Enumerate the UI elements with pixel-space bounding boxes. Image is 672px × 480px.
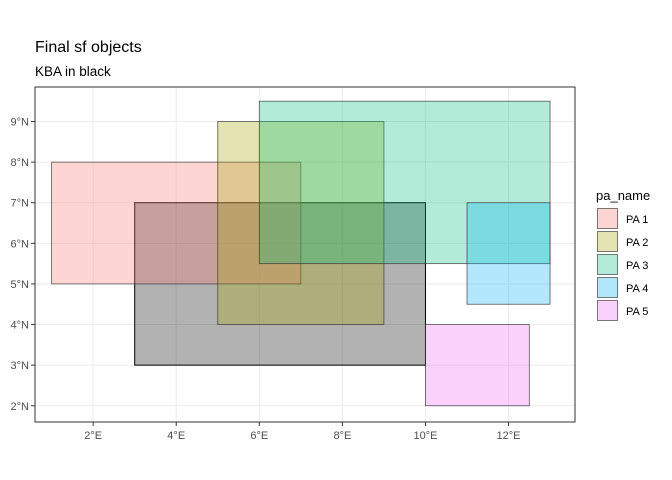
legend-key-2 [597,231,618,252]
x-tick-label-2: 6°E [250,430,268,442]
chart-subtitle: KBA in black [35,64,111,79]
y-tick-label-4: 6°N [11,238,30,250]
y-tick-label-7: 9°N [11,117,30,129]
legend-key-1 [597,208,618,229]
chart-title: Final sf objects [35,39,142,56]
y-tick-label-2: 4°N [11,320,30,332]
panel-border [34,86,576,423]
x-tick-label-0: 2°E [84,430,102,442]
legend-key-5 [597,300,618,321]
x-tick-label-1: 4°E [167,430,185,442]
pa-rect-2 [217,121,385,325]
legend-title: pa_name [596,188,650,203]
legend-label-2: PA 2 [626,237,648,249]
pa-rect-4 [466,202,551,305]
x-tick-label-5: 12°E [497,430,521,442]
x-tick-label-4: 10°E [413,430,437,442]
legend-label-3: PA 3 [626,260,648,272]
pa-rect-3 [258,100,551,265]
y-tick-label-0: 2°N [11,401,30,413]
pa-rect-5 [425,324,530,407]
x-tick-label-3: 8°E [333,430,351,442]
y-tick-label-5: 7°N [11,198,30,210]
legend-label-1: PA 1 [626,214,648,226]
y-tick-label-3: 5°N [11,279,30,291]
legend-key-4 [597,277,618,298]
legend-key-3 [597,254,618,275]
y-tick-label-1: 3°N [11,360,30,372]
plot-panel: 2°E 4°E 6°E 8°E 10°E 12°E 2°N 3°N 4°N 5°N 6°N 7°N 8°… [11,86,576,442]
y-tick-label-6: 8°N [11,157,30,169]
legend-label-5: PA 5 [626,306,648,318]
legend-label-4: PA 4 [626,283,648,295]
legend: pa_name PA 1 PA 2 PA 3 PA 4 PA 5 [596,188,650,321]
